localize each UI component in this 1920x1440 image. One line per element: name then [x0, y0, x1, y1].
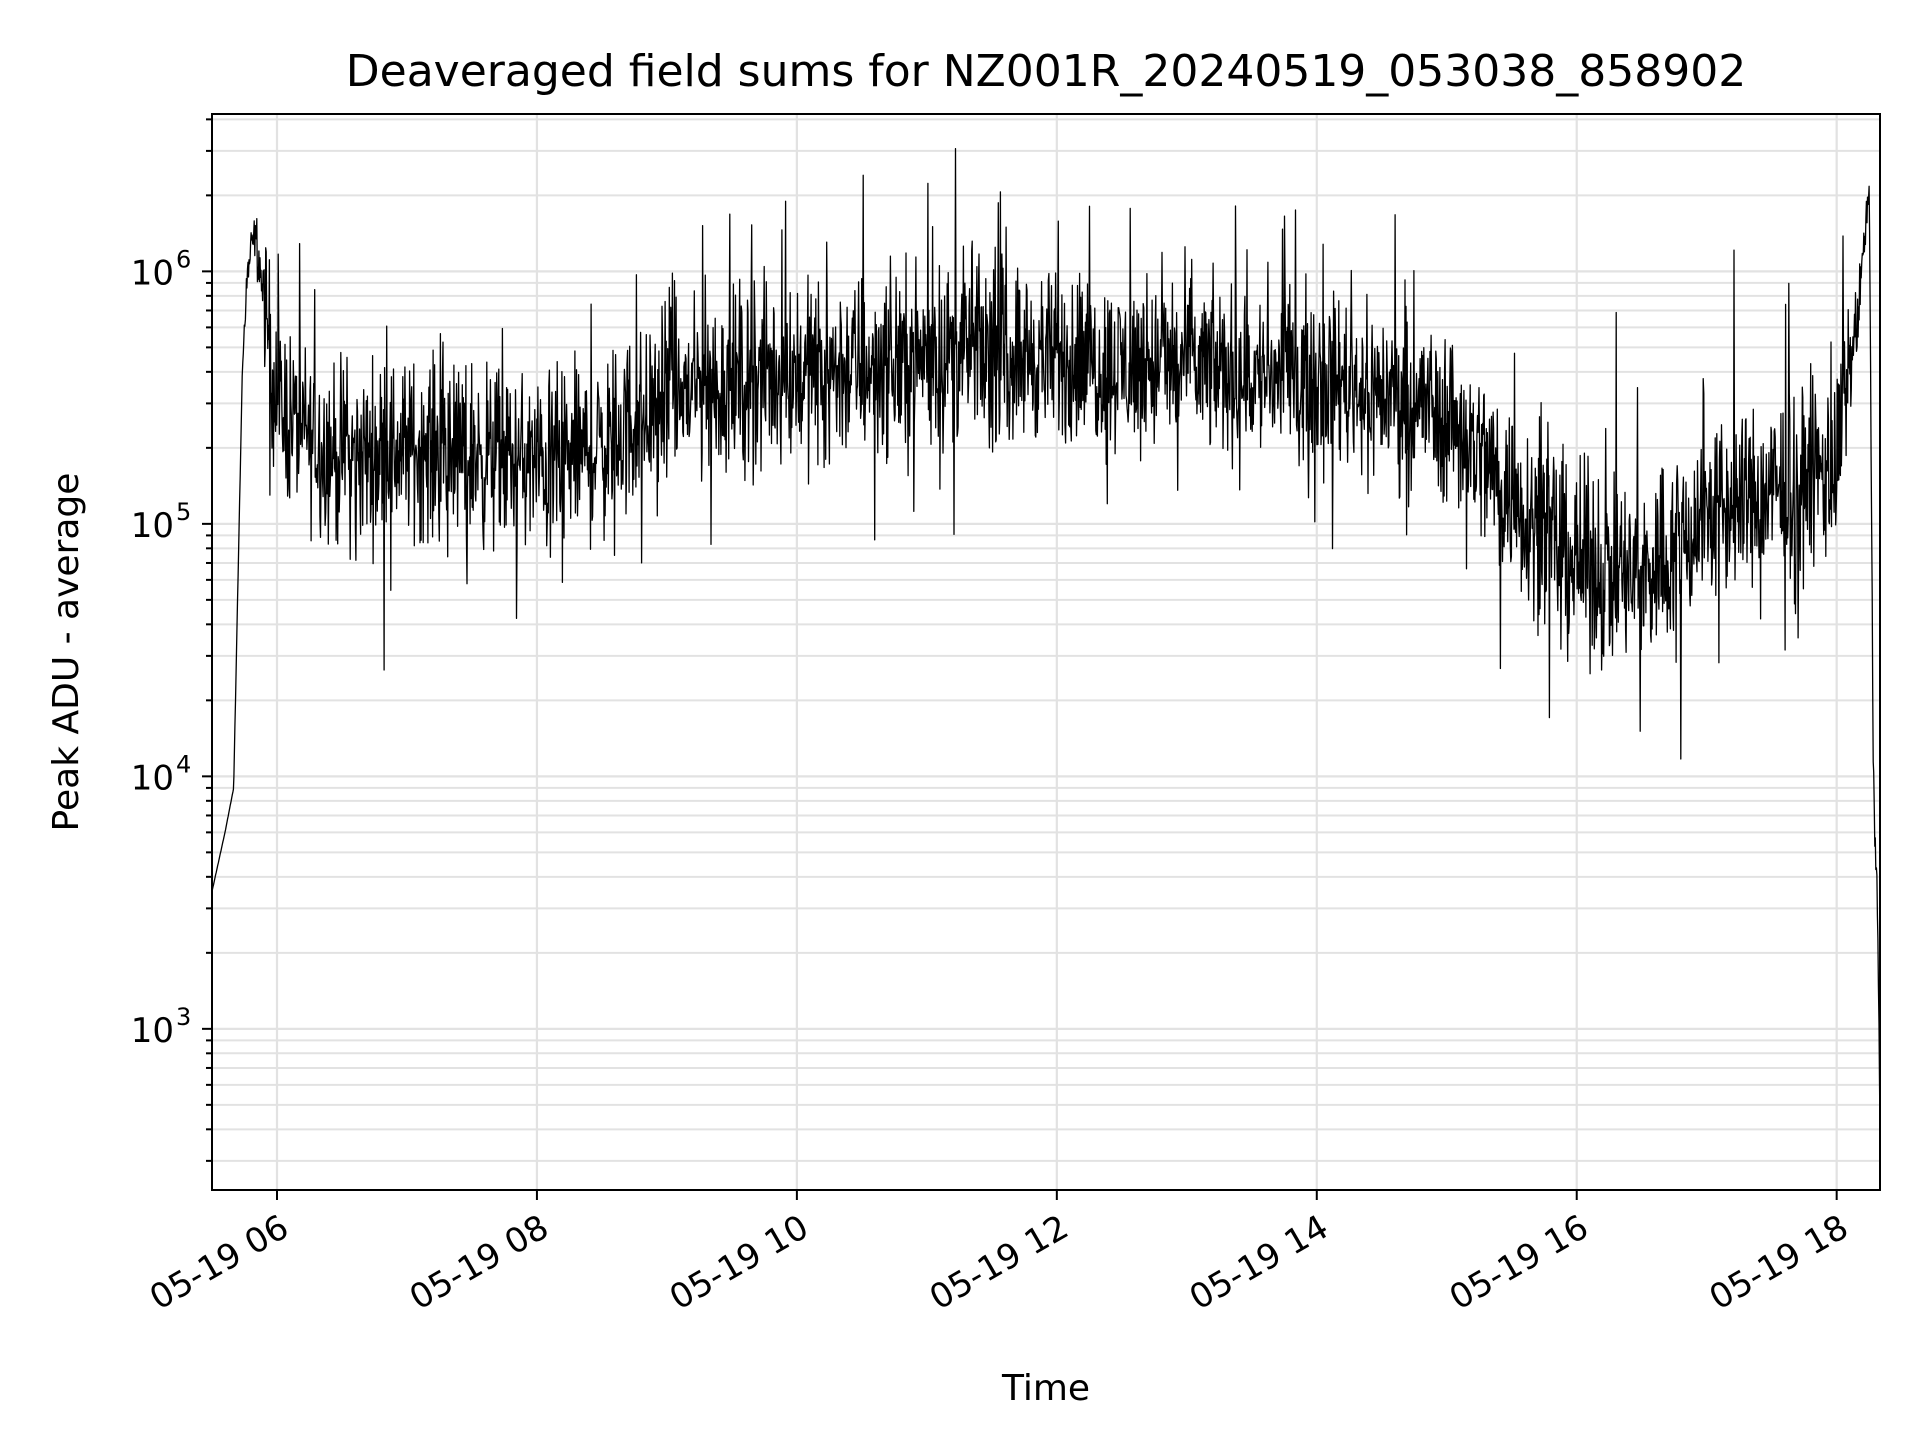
y-tick-label: 10	[131, 1011, 174, 1051]
y-axis-label: Peak ADU - average	[46, 473, 87, 832]
y-tick-exponent: 3	[176, 1003, 191, 1031]
series-line	[212, 148, 1880, 1130]
y-tick-exponent: 5	[176, 498, 191, 526]
y-tick-label: 10	[131, 253, 174, 293]
y-tick-label: 10	[131, 506, 174, 546]
y-tick-exponent: 4	[176, 750, 191, 778]
grid	[212, 114, 1880, 1190]
chart-title: Deaveraged field sums for NZ001R_2024051…	[346, 46, 1746, 97]
y-tick-exponent: 6	[176, 245, 191, 273]
plot-frame	[211, 113, 1881, 1191]
data-series	[212, 148, 1880, 1130]
y-tick-label: 10	[131, 758, 174, 798]
x-axis-label: Time	[1001, 1368, 1090, 1409]
